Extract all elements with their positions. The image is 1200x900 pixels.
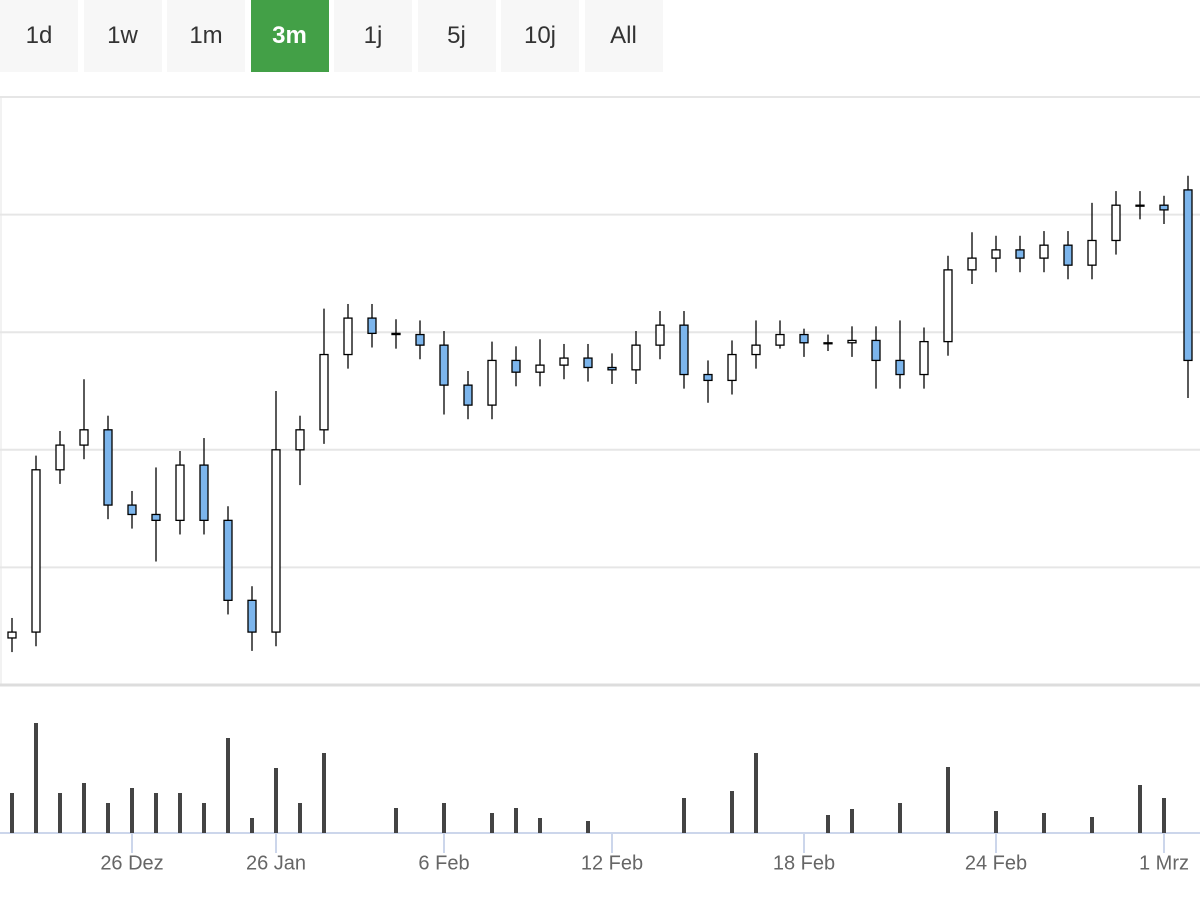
candle-body xyxy=(319,353,329,431)
candle-body xyxy=(871,339,881,362)
candle-body xyxy=(1015,249,1025,259)
range-tab[interactable]: 1d xyxy=(0,0,78,72)
candle-body xyxy=(895,359,905,376)
candle-body xyxy=(751,344,761,356)
candle-body xyxy=(175,464,185,522)
volume-bar xyxy=(538,818,542,833)
volume-bar xyxy=(586,821,590,833)
candle-body xyxy=(463,384,473,406)
candle-body xyxy=(1087,239,1097,266)
candle-body xyxy=(583,357,593,369)
candle-body xyxy=(991,249,1001,259)
range-tab[interactable]: 1j xyxy=(334,0,412,72)
volume-bar xyxy=(250,818,254,833)
x-tick-label: 26 Jan xyxy=(246,852,306,874)
volume-bar xyxy=(106,803,110,833)
candle-body xyxy=(223,519,233,601)
candle-body xyxy=(535,364,545,373)
volume-bar xyxy=(322,753,326,833)
range-tab[interactable]: 1m xyxy=(167,0,245,72)
x-tick-label: 18 Feb xyxy=(773,852,835,874)
candle-body xyxy=(1135,204,1145,207)
candle-body xyxy=(655,324,665,346)
x-tick-label: 12 Feb xyxy=(581,852,643,874)
candle-body xyxy=(55,444,65,471)
candle-body xyxy=(271,449,281,633)
x-tick-label: 6 Feb xyxy=(418,852,469,874)
range-tab[interactable]: 1w xyxy=(83,0,162,72)
candle-body xyxy=(1159,204,1169,211)
candle-body xyxy=(487,359,497,406)
candle-body xyxy=(7,631,17,639)
range-tab[interactable]: 5j xyxy=(417,0,496,72)
candle-body xyxy=(391,332,401,336)
candle-body xyxy=(439,344,449,386)
volume-bar xyxy=(1090,817,1094,833)
x-tick-label: 1 Mrz xyxy=(1139,852,1189,874)
volume-bar xyxy=(1138,785,1142,833)
volume-bar xyxy=(130,788,134,833)
candle-body xyxy=(79,429,89,446)
range-tab[interactable]: All xyxy=(584,0,663,72)
volume-bar xyxy=(898,803,902,833)
x-tick-label: 26 Dez xyxy=(100,852,163,874)
volume-bar xyxy=(394,808,398,833)
volume-bar xyxy=(226,738,230,833)
volume-bar xyxy=(10,793,14,833)
volume-bar xyxy=(1042,813,1046,833)
volume-bar xyxy=(1162,798,1166,833)
volume-bar xyxy=(682,798,686,833)
candle-body xyxy=(1183,189,1193,362)
candle-body xyxy=(727,353,737,382)
candle-body xyxy=(631,344,641,371)
candle-body xyxy=(295,429,305,451)
candle-body xyxy=(1039,244,1049,259)
range-tab[interactable]: 3m xyxy=(250,0,329,72)
candle-body xyxy=(343,317,353,356)
candle-body xyxy=(511,359,521,373)
candle-body xyxy=(967,257,977,271)
candle-body xyxy=(847,339,857,344)
volume-bar xyxy=(298,803,302,833)
candle-body xyxy=(799,333,809,344)
candle-body xyxy=(247,599,257,633)
candle-body xyxy=(103,429,113,506)
volume-bar xyxy=(490,813,494,833)
volume-bar xyxy=(994,811,998,833)
volume-bar xyxy=(754,753,758,833)
volume-bar xyxy=(850,809,854,833)
candle-body xyxy=(679,324,689,376)
candle-body xyxy=(919,340,929,376)
volume-bar xyxy=(82,783,86,833)
candle-body xyxy=(367,317,377,335)
candle-body xyxy=(823,342,833,345)
candle-body xyxy=(943,269,953,343)
volume-bar xyxy=(178,793,182,833)
volume-bar xyxy=(34,723,38,833)
volume-bar xyxy=(514,808,518,833)
x-tick-label: 24 Feb xyxy=(965,852,1027,874)
candle-body xyxy=(559,357,569,366)
volume-bar xyxy=(730,791,734,833)
volume-bar xyxy=(826,815,830,833)
volume-bar xyxy=(442,803,446,833)
candle-body xyxy=(415,333,425,346)
volume-bar xyxy=(946,767,950,833)
volume-bar xyxy=(154,793,158,833)
candle-body xyxy=(703,373,713,382)
candle-body xyxy=(127,504,137,516)
candle-body xyxy=(607,366,617,371)
volume-bar xyxy=(202,803,206,833)
volume-bar xyxy=(58,793,62,833)
candle-body xyxy=(31,469,41,633)
candle-body xyxy=(199,464,209,522)
volume-bar xyxy=(274,768,278,833)
candle-body xyxy=(1111,204,1121,242)
candle-body xyxy=(775,333,785,346)
range-tab[interactable]: 10j xyxy=(501,0,579,72)
candle-body xyxy=(151,513,161,522)
candle-body xyxy=(1063,244,1073,266)
